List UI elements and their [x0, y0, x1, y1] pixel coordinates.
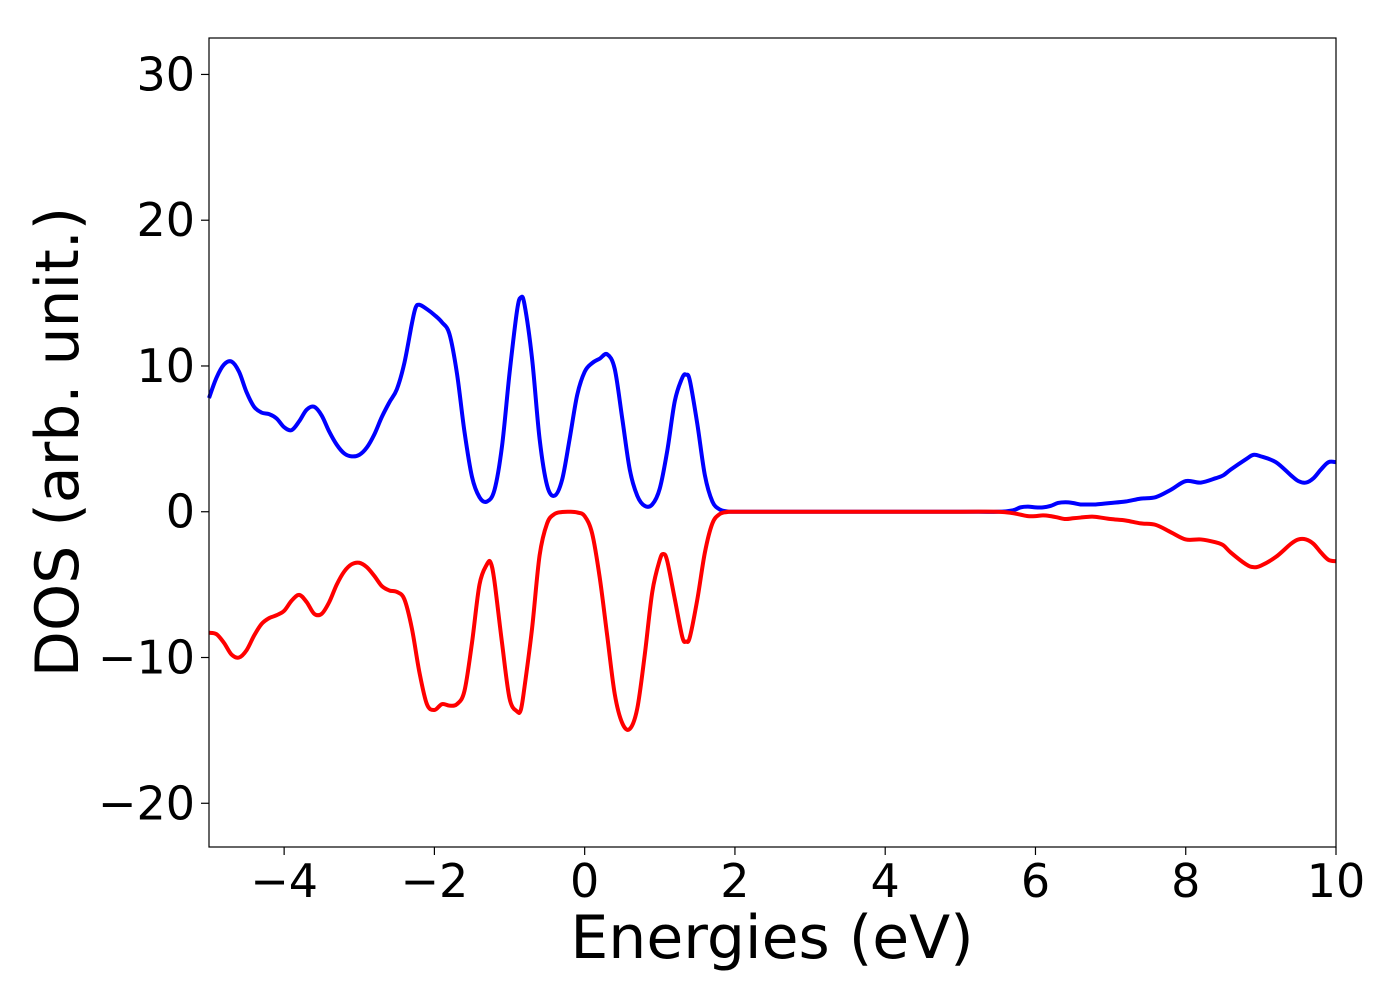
x-tick-label: 2: [720, 854, 749, 908]
plot-area: [209, 38, 1336, 847]
series-line-1: [207, 294, 1337, 514]
y-tick-label: 30: [136, 47, 195, 101]
x-tick-label: 10: [1307, 854, 1366, 908]
x-tick-label: 6: [1021, 854, 1050, 908]
y-tick-label: −10: [98, 631, 195, 685]
x-tick-label: −4: [250, 854, 318, 908]
x-tick-label: 8: [1171, 854, 1200, 908]
series-layer: [207, 294, 1337, 732]
y-tick-label: −20: [98, 776, 195, 830]
y-axis-title: DOS (arb. unit.): [23, 207, 93, 677]
plot-frame: [208, 37, 1337, 848]
y-axis-ticks: −20 −10 0 10 20 30: [98, 47, 209, 830]
x-tick-label: 4: [871, 854, 900, 908]
x-axis-ticks: −4 −2 0 2 4 6 8 10: [250, 847, 1365, 908]
x-tick-label: 0: [570, 854, 599, 908]
y-tick-label: 10: [136, 339, 195, 393]
y-tick-label: 0: [166, 485, 195, 539]
series-line-2: [208, 509, 1337, 732]
x-tick-label: −2: [400, 854, 468, 908]
y-tick-label: 20: [136, 193, 195, 247]
x-axis-title: Energies (eV): [570, 903, 973, 973]
